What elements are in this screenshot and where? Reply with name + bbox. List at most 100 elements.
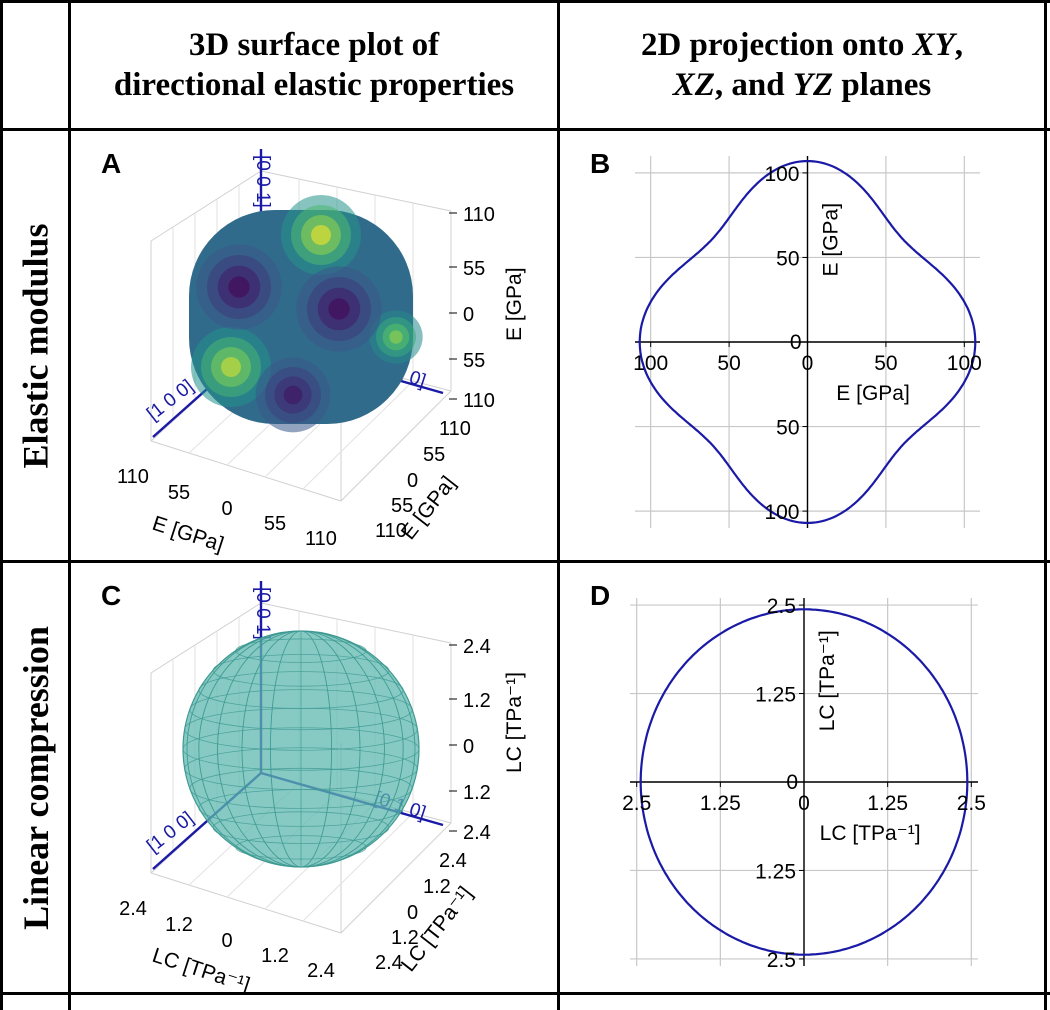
header-2d-line2: XZ, and YZ planes bbox=[641, 66, 963, 106]
box-edge bbox=[260, 170, 452, 212]
table-border-row1 bbox=[0, 560, 1050, 563]
header-2d-text-xz: XZ bbox=[672, 66, 715, 103]
y-tick-label: 0 bbox=[786, 771, 798, 794]
x-tick-label: 0 bbox=[221, 498, 232, 520]
x-tick-label: 50 bbox=[874, 352, 897, 375]
x-tick-label: 1.25 bbox=[700, 792, 741, 815]
box-edge bbox=[340, 822, 452, 934]
x-tick-label: 1.2 bbox=[165, 914, 193, 936]
surface-patch bbox=[228, 276, 250, 298]
y-tick-label: 0 bbox=[407, 902, 418, 924]
table-border-left bbox=[0, 0, 3, 1010]
panel-letter-a: A bbox=[101, 148, 121, 179]
sphere-latitude bbox=[198, 789, 404, 827]
y-tick-label: 50 bbox=[776, 417, 799, 440]
box-edge bbox=[150, 440, 342, 502]
header-2d-text-yz: YZ bbox=[792, 66, 834, 103]
panel-letter-d: D bbox=[590, 580, 610, 611]
header-2d-text-xy: XY bbox=[912, 26, 955, 63]
y-tick-label: 55 bbox=[391, 495, 413, 517]
x-tick-label: 2.4 bbox=[307, 960, 335, 982]
panel-letter-b: B bbox=[590, 148, 610, 179]
y-axis-label: E [GPa] bbox=[820, 203, 843, 277]
x-axis-label: LC [TPa⁻¹] bbox=[149, 944, 252, 992]
x-axis-label: E [GPa] bbox=[149, 512, 226, 557]
z-tick-label: 55 bbox=[463, 258, 485, 280]
box-edge bbox=[150, 602, 262, 674]
x-tick-label: 110 bbox=[117, 466, 149, 488]
y-tick-label: 2.4 bbox=[375, 952, 403, 974]
row-label-linear-compression-text: Linear compression bbox=[15, 625, 56, 930]
table-border-header bbox=[0, 128, 1050, 131]
sphere-latitude bbox=[189, 767, 413, 809]
sphere-latitude bbox=[182, 727, 420, 771]
y-tick-label: 2.5 bbox=[767, 595, 796, 618]
row-label-linear-compression: Linear compression bbox=[3, 563, 68, 992]
sphere-latitude bbox=[184, 707, 418, 751]
x-tick-label: 2.5 bbox=[622, 792, 651, 815]
row-label-elastic-modulus: Elastic modulus bbox=[3, 131, 68, 560]
z-tick-label: 55 bbox=[463, 350, 485, 372]
x-tick-label: 0 bbox=[802, 352, 814, 375]
z-tick-label: 0 bbox=[463, 304, 474, 326]
z-tick-label: 2.4 bbox=[463, 636, 491, 658]
y-tick-label: 1.25 bbox=[755, 860, 796, 883]
panel-letter-c: C bbox=[101, 580, 121, 611]
x-axis-label: LC [TPa⁻¹] bbox=[820, 822, 921, 845]
header-2d-text-comma: , bbox=[954, 26, 964, 63]
x-tick-label: 100 bbox=[633, 352, 668, 375]
panel-c-3d-plot: C[0 0 1][0 1 0][1 0 0]2.41.201.22.4LC [T… bbox=[101, 580, 526, 997]
table-border-col1 bbox=[68, 0, 71, 1010]
x-tick-label: 55 bbox=[264, 513, 286, 535]
surface-patch bbox=[221, 357, 241, 377]
x-axis-label: E [GPa] bbox=[836, 382, 910, 405]
sphere-latitude bbox=[212, 654, 390, 687]
table-border-col2 bbox=[557, 0, 560, 1010]
sphere-latitude bbox=[212, 811, 390, 844]
table-border-row2 bbox=[0, 992, 1050, 995]
sphere-latitude bbox=[189, 689, 413, 731]
panel-d: D 2.5 1.25 0 1.25 2.5 2.5 1.25 0 1.25 2.5 LC [TPa⁻¹… bbox=[560, 563, 1044, 992]
direction-label-001: [0 0 1] bbox=[252, 587, 273, 640]
y-tick-label: 55 bbox=[423, 444, 445, 466]
direction-label-001: [0 0 1] bbox=[252, 155, 273, 208]
surface-patch bbox=[389, 330, 403, 344]
panel-c: C[0 0 1][0 1 0][1 0 0]2.41.201.22.4LC [T… bbox=[71, 563, 557, 997]
projection-curve bbox=[638, 160, 977, 524]
header-3d-line2: directional elastic properties bbox=[113, 66, 515, 103]
header-2d-text-planes: planes bbox=[833, 66, 932, 103]
sphere-meridian bbox=[186, 630, 416, 868]
y-tick-label: 100 bbox=[764, 501, 799, 524]
panel-b: B 100 50 0 50 100 100 50 0 50 100 E [GPa] E [GPa] bbox=[560, 131, 1044, 560]
z-tick-label: 1.2 bbox=[463, 782, 491, 804]
y-tick-label: 110 bbox=[439, 418, 471, 440]
projection-curve bbox=[639, 608, 969, 956]
row-label-elastic-modulus-text: Elastic modulus bbox=[15, 222, 56, 469]
y-axis-label: LC [TPa⁻¹] bbox=[816, 630, 839, 731]
x-tick-label: 0 bbox=[798, 792, 810, 815]
x-tick-label: 0 bbox=[221, 930, 232, 952]
y-tick-label: 2.5 bbox=[767, 949, 796, 972]
y-tick-label: 100 bbox=[764, 163, 799, 186]
y-tick-label: 1.2 bbox=[423, 876, 451, 898]
y-tick-label: 50 bbox=[776, 247, 799, 270]
grid-floor bbox=[302, 812, 414, 922]
sphere-latitude bbox=[235, 638, 367, 663]
x-tick-label: 110 bbox=[305, 528, 337, 550]
header-2d-text-a: 2D projection onto bbox=[640, 26, 913, 63]
surface-patch bbox=[328, 298, 350, 320]
z-axis-label: LC [TPa⁻¹] bbox=[503, 672, 526, 773]
box-edge bbox=[150, 872, 342, 934]
z-tick-label: 110 bbox=[463, 390, 495, 412]
z-tick-label: 1.2 bbox=[463, 690, 491, 712]
panel-d-2d-plot: D 2.5 1.25 0 1.25 2.5 2.5 1.25 0 1.25 2.5 LC [TPa⁻¹… bbox=[590, 580, 986, 972]
x-tick-label: 2.5 bbox=[957, 792, 986, 815]
header-3d-line1: 3D surface plot of bbox=[188, 26, 440, 63]
header-2d-projection: 2D projection onto XY, XZ, and YZ planes bbox=[560, 3, 1044, 128]
x-tick-label: 55 bbox=[168, 482, 190, 504]
y-tick-label: 0 bbox=[790, 331, 802, 354]
y-tick-label: 2.4 bbox=[439, 850, 467, 872]
box-edge bbox=[260, 602, 452, 644]
